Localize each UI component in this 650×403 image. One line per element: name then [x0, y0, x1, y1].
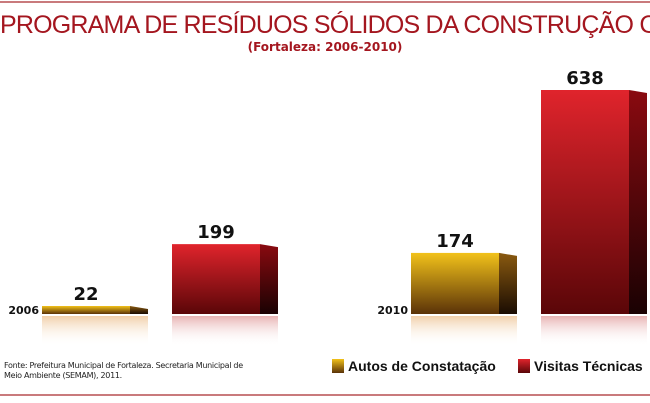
- bar-reflection: [411, 316, 517, 346]
- data-label: 22: [73, 284, 98, 305]
- bar-side: [629, 90, 647, 314]
- legend-item-visitas: Visitas Técnicas: [518, 358, 643, 374]
- legend-swatch: [518, 359, 530, 373]
- chart-subtitle: (Fortaleza: 2006-2010): [247, 40, 403, 54]
- category-label: 2010: [377, 304, 408, 317]
- legend-label: Visitas Técnicas: [534, 358, 643, 374]
- bar-reflection: [541, 316, 647, 346]
- chart-title: PROGRAMA DE RESÍDUOS SÓLIDOS DA CONSTRUÇ…: [0, 11, 650, 39]
- bar-visitas-técnicas-2006: [172, 244, 260, 314]
- bar-autos-de-constatação-2006: [42, 306, 130, 314]
- legend-item-autos: Autos de Constatação: [332, 358, 496, 374]
- bar-visitas-técnicas-2010: [541, 90, 629, 314]
- category-label: 2006: [8, 304, 39, 317]
- bar-autos-de-constatação-2010: [411, 252, 499, 314]
- top-rule: [0, 1, 650, 3]
- bar-reflection: [172, 316, 278, 346]
- bar-side: [499, 252, 517, 314]
- source-note: Fonte: Prefeitura Municipal de Fortaleza…: [4, 361, 243, 380]
- legend-swatch: [332, 359, 344, 373]
- data-label: 174: [436, 231, 474, 252]
- data-label: 199: [197, 222, 235, 243]
- data-label: 638: [566, 68, 604, 89]
- legend-label: Autos de Constatação: [348, 358, 496, 374]
- bottom-rule: [0, 394, 650, 396]
- bar-side: [130, 306, 148, 314]
- bar-side: [260, 244, 278, 314]
- bar-reflection: [42, 316, 148, 346]
